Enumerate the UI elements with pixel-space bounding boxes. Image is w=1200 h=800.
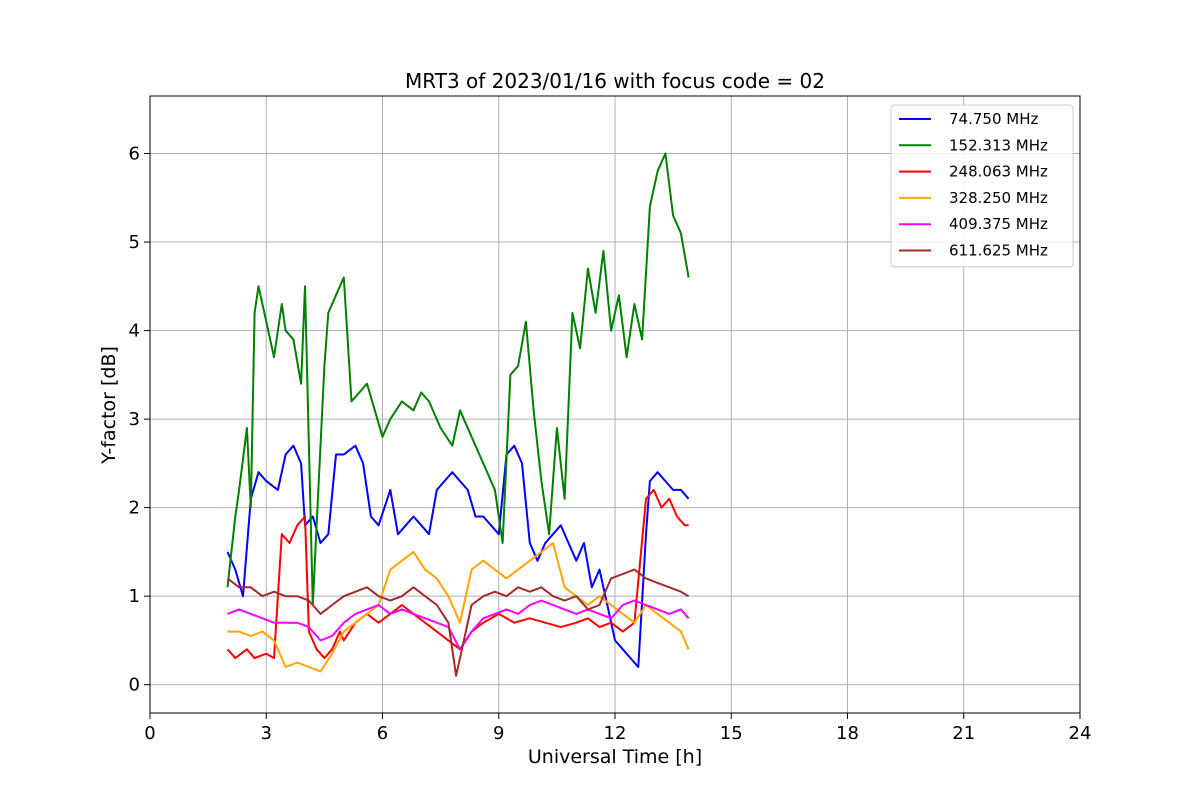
y-axis: 0 1 2 3 4 5 6: [129, 144, 150, 696]
y-tick-label: 4: [129, 321, 140, 342]
series-line-5: [227, 599, 690, 651]
x-tick-label: 0: [144, 723, 155, 744]
y-tick-label: 3: [129, 409, 140, 430]
x-tick-label: 12: [604, 723, 627, 744]
legend-label: 248.063 MHz: [949, 163, 1048, 181]
plot-area: [226, 152, 690, 677]
x-tick-label: 3: [261, 723, 272, 744]
legend-label: 152.313 MHz: [949, 136, 1048, 154]
legend: 74.750 MHz 152.313 MHz 248.063 MHz 328.250 …: [890, 104, 1074, 268]
series-line-4: [227, 542, 690, 673]
x-tick-label: 18: [836, 723, 859, 744]
chart-title: MRT3 of 2023/01/16 with focus code = 02: [405, 69, 825, 93]
y-tick-label: 1: [129, 586, 140, 607]
y-tick-label: 6: [129, 144, 140, 165]
legend-label: 409.375 MHz: [949, 215, 1048, 233]
grid-lines: [149, 96, 1081, 713]
legend-label: 328.250 MHz: [949, 189, 1048, 207]
legend-label: 74.750 MHz: [949, 110, 1038, 128]
y-axis-label: Y-factor [dB]: [98, 346, 120, 465]
series-line-6: [226, 568, 690, 677]
series-line-1: [226, 444, 690, 668]
x-tick-label: 24: [1069, 723, 1092, 744]
x-axis-label: Universal Time [h]: [528, 746, 702, 768]
legend-box: [890, 104, 1074, 268]
y-tick-label: 2: [129, 498, 140, 519]
x-axis: 0 3 6 9 12 15 18 21 24: [144, 713, 1091, 744]
x-tick-label: 15: [720, 723, 743, 744]
x-tick-label: 21: [952, 723, 975, 744]
x-tick-label: 6: [377, 723, 388, 744]
y-tick-label: 0: [129, 675, 140, 696]
series-line-3: [226, 488, 689, 660]
x-tick-label: 9: [493, 723, 504, 744]
series-line-2: [226, 152, 690, 606]
y-tick-label: 5: [129, 232, 140, 253]
legend-label: 611.625 MHz: [949, 242, 1048, 260]
